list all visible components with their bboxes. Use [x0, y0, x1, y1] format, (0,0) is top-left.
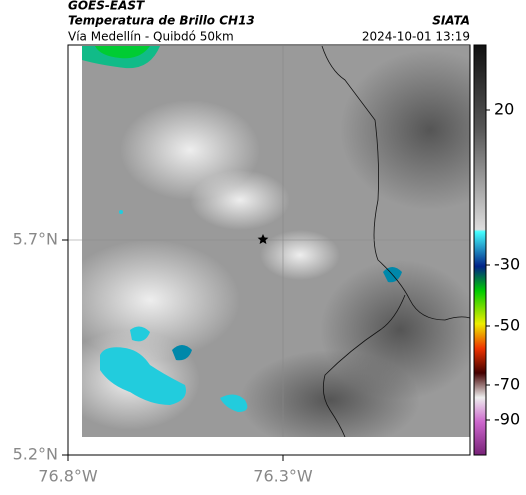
lon-label: 76.3°W: [253, 467, 313, 486]
colorbar-ticks: 20 -30 -50 -70 -90: [486, 100, 520, 429]
colorbar-tick-label: -50: [494, 316, 520, 335]
timestamp: 2024-10-01 13:19: [362, 30, 470, 44]
title: GOES-EAST: [68, 0, 145, 13]
colorbar-tick-label: -30: [494, 255, 520, 274]
colorbar-tick-label: 20: [494, 100, 514, 119]
colorbar-tick-label: -90: [494, 410, 520, 429]
axis-labels: 5.7°N 5.2°N 76.8°W 76.3°W: [13, 230, 313, 486]
subtitle: Temperatura de Brillo CH13: [68, 14, 255, 28]
city-marker: [257, 234, 269, 244]
satellite-image: [82, 46, 470, 437]
map-frame: [67, 44, 471, 456]
region: Vía Medellín - Quibdó 50km: [68, 30, 234, 44]
lat-label: 5.7°N: [13, 230, 58, 249]
colorbar: [473, 44, 487, 456]
colorbar-tick-label: -70: [494, 375, 520, 394]
lat-label: 5.2°N: [13, 445, 58, 464]
lon-label: 76.8°W: [38, 467, 98, 486]
source: SIATA: [432, 14, 470, 28]
